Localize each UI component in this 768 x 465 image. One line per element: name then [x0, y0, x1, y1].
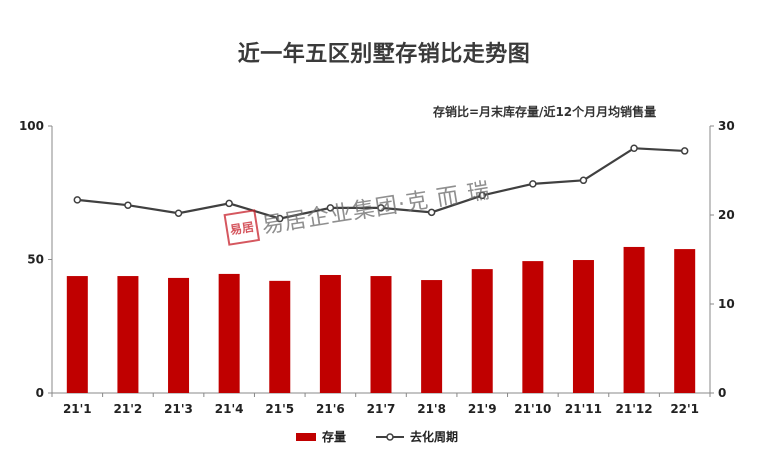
chart-legend: 存量 去化周期 [296, 428, 458, 445]
x-axis-tick-label: 21'2 [114, 402, 143, 416]
bar-inventory [421, 280, 443, 393]
bar-inventory [370, 276, 392, 393]
left-axis-tick-label: 100 [19, 119, 44, 133]
bar-inventory [623, 246, 645, 393]
bar-inventory [117, 276, 139, 393]
line-point-marker [225, 199, 233, 208]
legend-label-cycle: 去化周期 [410, 430, 459, 444]
bar-inventory [522, 261, 544, 393]
legend-item-cycle: 去化周期 [376, 428, 458, 445]
x-axis-tick-label: 21'12 [616, 402, 653, 416]
line-point-marker [174, 209, 183, 217]
x-axis-tick-label: 21'3 [164, 402, 193, 416]
x-axis-tick-label: 21'10 [514, 402, 551, 416]
x-axis-tick-label: 21'9 [468, 402, 497, 416]
x-axis-tick-label: 21'7 [367, 402, 396, 416]
line-point-marker [326, 204, 335, 212]
line-point-marker [276, 214, 284, 223]
left-axis-tick-label: 50 [27, 253, 44, 267]
legend-label-inventory: 存量 [322, 430, 347, 444]
right-axis-tick-label: 10 [718, 297, 735, 311]
bar-inventory [66, 276, 88, 393]
x-axis-tick-label: 22'1 [670, 402, 699, 416]
line-point-marker [478, 191, 486, 200]
bar-inventory [471, 269, 493, 393]
line-point-marker [630, 144, 638, 152]
x-axis-tick-label: 21'5 [265, 402, 294, 416]
bar-inventory [269, 280, 291, 393]
bar-inventory [168, 277, 190, 393]
line-point-marker [427, 208, 436, 217]
bar-inventory [674, 249, 696, 393]
line-point-marker [377, 204, 385, 212]
chart-annotation: 存销比=月末库存量/近12个月月均销售量 [433, 105, 657, 119]
bar-inventory [572, 260, 594, 393]
legend-item-inventory: 存量 [296, 428, 346, 445]
x-axis-tick-label: 21'8 [417, 402, 446, 416]
watermark-seal-icon: 易居 [223, 209, 261, 246]
x-axis-tick-label: 21'6 [316, 402, 345, 416]
line-point-marker [529, 180, 537, 188]
bar-inventory [218, 273, 240, 393]
x-axis-tick-label: 21'4 [215, 402, 244, 416]
line-point-marker [73, 196, 82, 204]
right-axis-tick-label: 30 [718, 119, 735, 133]
right-axis-tick-label: 20 [718, 208, 735, 222]
right-axis-tick-label: 0 [718, 386, 726, 400]
line-point-marker [124, 201, 132, 209]
left-axis-tick-label: 0 [36, 386, 44, 400]
line-point-marker [680, 147, 689, 155]
line-marker-swatch-icon [376, 432, 405, 441]
chart-title: 近一年五区别墅存销比走势图 [237, 42, 531, 67]
x-axis-tick-label: 21'11 [565, 402, 602, 416]
x-axis-tick-label: 21'1 [63, 402, 92, 416]
bar-inventory [319, 274, 341, 393]
line-point-marker [579, 176, 588, 185]
bar-swatch-icon [296, 432, 316, 441]
